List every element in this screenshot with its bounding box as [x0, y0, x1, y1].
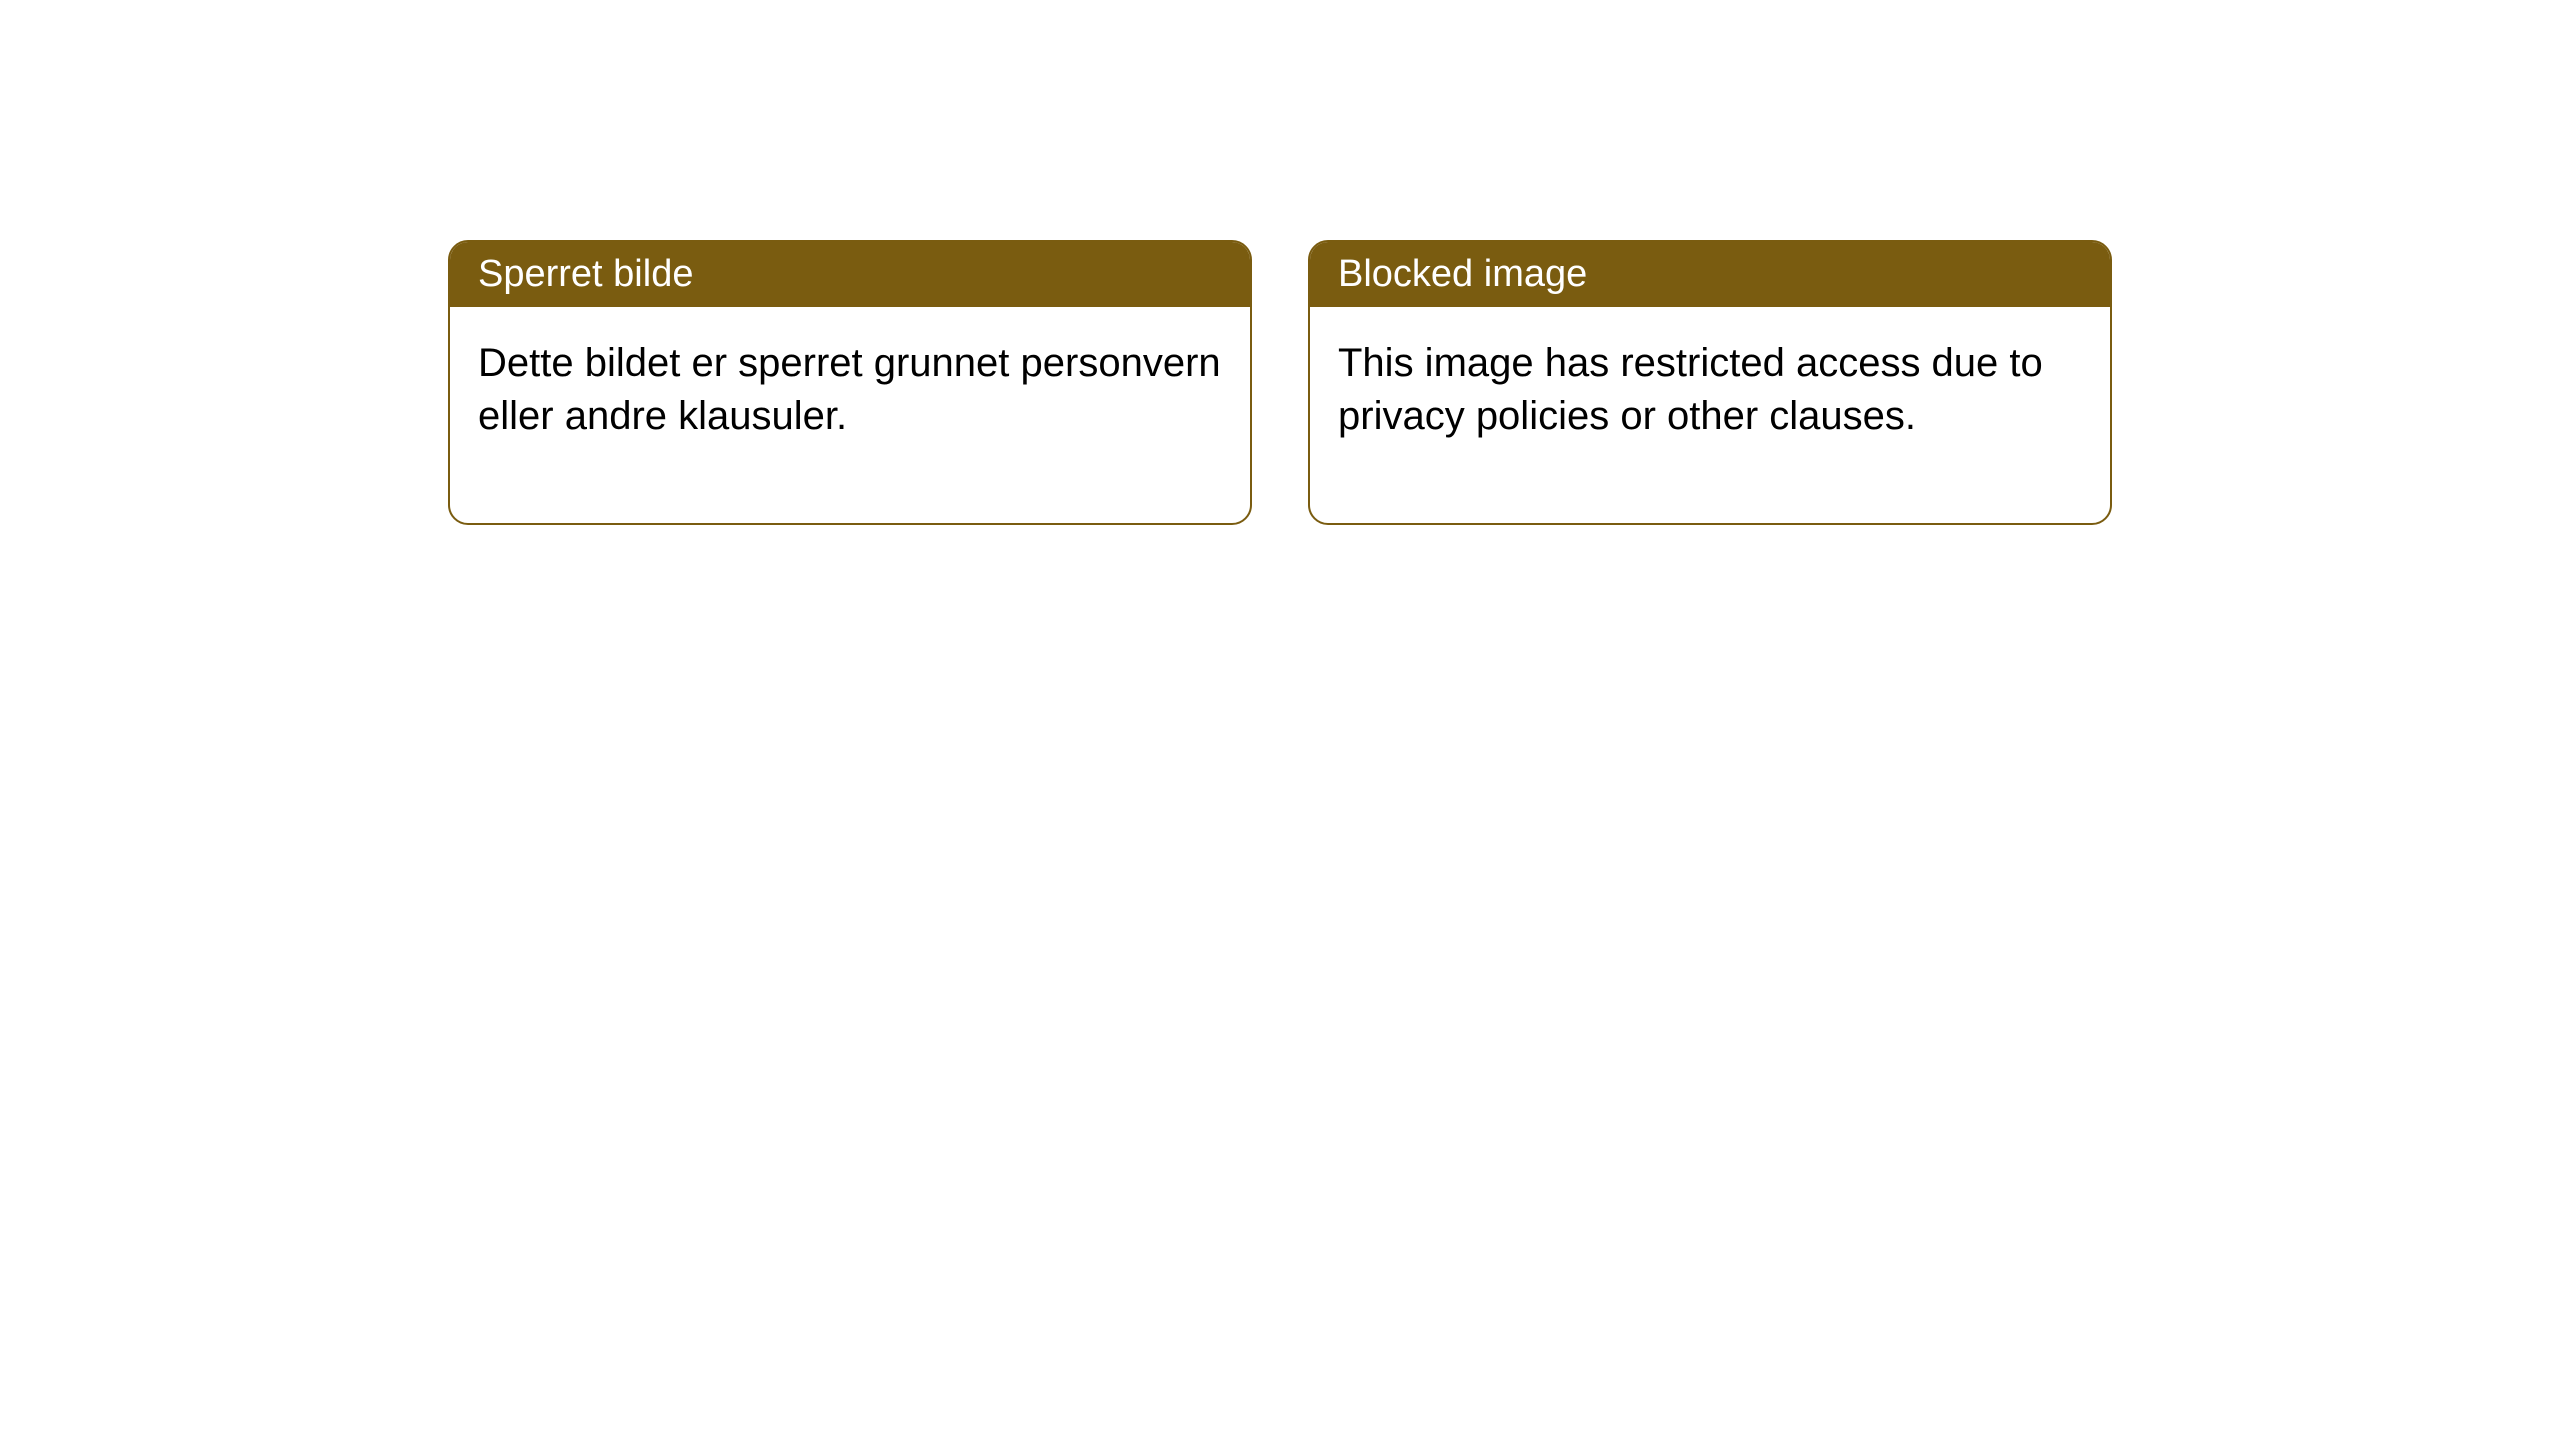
notice-header: Blocked image — [1310, 242, 2110, 307]
notice-body: Dette bildet er sperret grunnet personve… — [450, 307, 1250, 523]
notice-card-norwegian: Sperret bilde Dette bildet er sperret gr… — [448, 240, 1252, 525]
notice-card-english: Blocked image This image has restricted … — [1308, 240, 2112, 525]
notice-header: Sperret bilde — [450, 242, 1250, 307]
notice-body: This image has restricted access due to … — [1310, 307, 2110, 523]
notice-container: Sperret bilde Dette bildet er sperret gr… — [448, 240, 2112, 525]
